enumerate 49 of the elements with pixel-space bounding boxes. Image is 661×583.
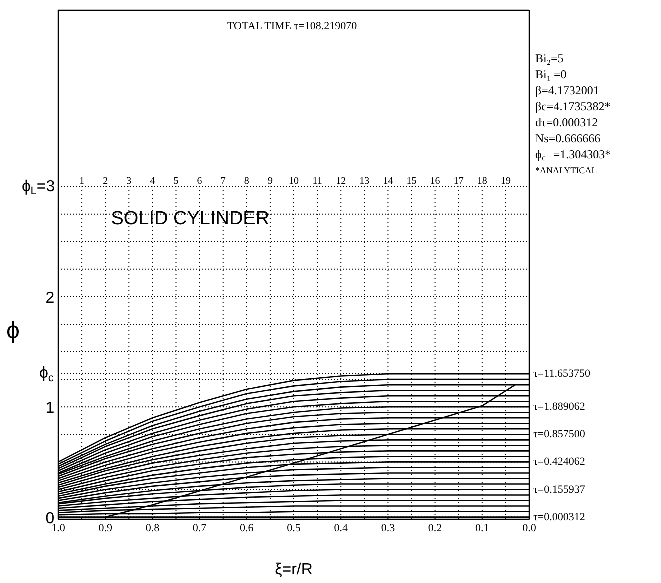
annotation: 13	[360, 176, 370, 187]
x-tick-label: 0.8	[146, 522, 160, 534]
x-tick-label: 0.3	[381, 522, 396, 534]
text: SOLID CYLINDER	[111, 208, 270, 230]
text: βc=4.1735382*	[536, 100, 611, 114]
text: β=4.1732001	[536, 84, 600, 98]
series-label: τ=1.889062	[534, 401, 586, 414]
annotation: 5	[174, 176, 179, 187]
x-axis-title: ξ=r/R	[275, 562, 313, 578]
annotation: 8	[244, 176, 250, 187]
annotation: 19	[500, 176, 511, 187]
x-tick-label: 0.6	[240, 522, 254, 534]
annotation: 6	[197, 176, 202, 187]
series-label: τ=0.857500	[534, 428, 586, 441]
text: dτ=0.000312	[536, 116, 598, 130]
annotation: 17	[454, 176, 464, 187]
x-tick-label: 0.5	[287, 522, 302, 534]
annotation: 16	[430, 176, 440, 187]
x-tick-label: 0.7	[192, 522, 208, 534]
series-label: τ=0.155937	[534, 484, 586, 496]
x-tick-label: 0.2	[428, 522, 442, 534]
annotation: 18	[477, 176, 488, 187]
annotation: 4	[150, 176, 156, 187]
x-tick-label: 0.4	[334, 522, 348, 534]
annotation: 2	[103, 176, 108, 187]
y-axis-title: ϕ	[6, 318, 20, 345]
series-label: τ=11.653750	[534, 368, 591, 380]
text: Bi₁ =0	[536, 68, 567, 82]
annotation: 12	[336, 176, 346, 187]
annotation: 15	[406, 176, 417, 187]
x-tick-label: 1.0	[52, 522, 66, 534]
y-tick-label: 1	[46, 400, 55, 418]
annotation: 9	[268, 176, 273, 187]
annotation: 14	[383, 176, 394, 187]
x-tick-label: 0.9	[98, 522, 113, 534]
x-tick-label: 0.1	[476, 522, 490, 534]
series-label: τ=0.424062	[534, 456, 586, 468]
text: Bi₂=5	[536, 52, 564, 66]
y-tick-label: 2	[46, 290, 55, 307]
text: TOTAL TIME τ=108.219070	[228, 20, 358, 32]
annotation: 3	[126, 176, 132, 187]
annotation: 10	[289, 176, 299, 187]
text: *ANALYTICAL	[536, 166, 598, 176]
annotation: 7	[220, 176, 226, 187]
text: Ns=0.666666	[536, 132, 601, 146]
x-tick-label: 0.0	[522, 522, 537, 534]
annotation: 11	[312, 176, 322, 187]
annotation: 1	[80, 176, 85, 187]
series-label: τ=0.000312	[534, 511, 586, 524]
